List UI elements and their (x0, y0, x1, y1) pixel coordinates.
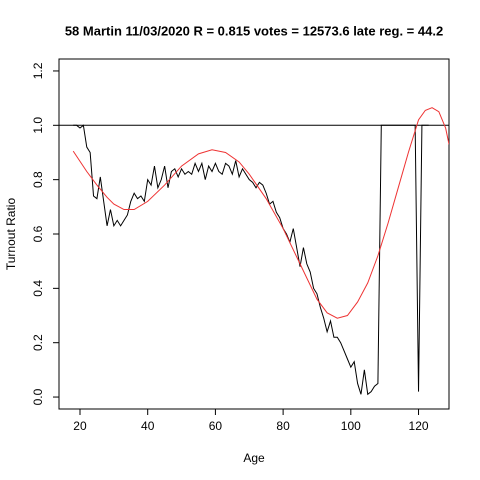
y-tick-label: 0.2 (31, 334, 45, 351)
y-tick-label: 0.4 (31, 280, 45, 297)
y-tick-label: 0.6 (31, 225, 45, 242)
chart-title: 58 Martin 11/03/2020 R = 0.815 votes = 1… (65, 23, 443, 38)
x-tick-label: 80 (276, 419, 290, 433)
y-tick-label: 0.8 (31, 171, 45, 188)
x-axis-label: Age (243, 451, 265, 465)
y-axis-label: Turnout Ratio (4, 198, 18, 271)
data-line (72, 107, 449, 319)
data-line (73, 124, 429, 396)
x-tick-label: 100 (341, 419, 361, 433)
x-tick-label: 20 (73, 419, 87, 433)
plot-frame (58, 58, 450, 410)
y-tick-label: 1.0 (31, 117, 45, 134)
y-tick-label: 1.2 (31, 62, 45, 79)
x-tick-label: 120 (409, 419, 429, 433)
x-tick-label: 60 (209, 419, 223, 433)
y-tick-label: 0.0 (31, 388, 45, 405)
x-tick-label: 40 (141, 419, 155, 433)
